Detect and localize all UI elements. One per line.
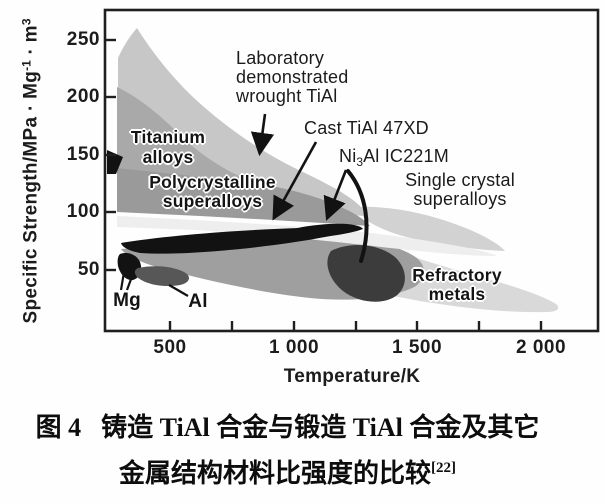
label-wrought-line3: wrought TiAl bbox=[236, 86, 338, 106]
region-single-crystal-superalloys bbox=[360, 206, 505, 251]
label-poly-line2: superalloys bbox=[162, 191, 263, 211]
label-single-line1: Single crystal bbox=[405, 170, 515, 190]
y-title-main-2: · m bbox=[20, 25, 42, 61]
label-mg: Mg bbox=[113, 290, 141, 311]
single-crystal-boundary-arc bbox=[346, 169, 369, 263]
label-ni3al-ic221m: Ni3Al IC221M bbox=[339, 147, 449, 172]
ni3al-label-arrow bbox=[323, 169, 348, 221]
label-wrought-line2: demonstrated bbox=[236, 67, 349, 87]
x-tick-1000: 1 000 bbox=[268, 337, 320, 358]
x-tick-1500: 1 500 bbox=[391, 337, 443, 358]
label-wrought-tial: Laboratory demonstrated wrought TiAl bbox=[236, 49, 348, 106]
label-titanium-line2: alloys bbox=[142, 147, 194, 167]
region-polycrystalline-superalloys bbox=[117, 168, 370, 226]
al-leader-line bbox=[168, 284, 189, 297]
label-al: Al bbox=[188, 291, 208, 312]
plot-frame bbox=[103, 8, 600, 333]
label-cast-tial-47xd: Cast TiAl 47XD bbox=[304, 118, 429, 138]
caption-line1-text: 铸造 TiAl 合金与锻造 TiAl 合金及其它 bbox=[101, 413, 540, 442]
caption-line2-text: 金属结构材料比强度的比较 bbox=[118, 459, 431, 488]
region-titanium-alloys bbox=[117, 87, 265, 196]
cast-label-arrow bbox=[272, 141, 318, 221]
label-ni3al-sub: 3 bbox=[356, 155, 364, 169]
label-titanium-alloys: Titanium alloys bbox=[118, 127, 218, 167]
label-ni3al-pre: Ni bbox=[339, 146, 357, 166]
y-tick-150: 150 bbox=[66, 144, 100, 165]
y-title-main: Specific Strength/MPa · Mg bbox=[20, 70, 42, 324]
y-tick-100: 100 bbox=[66, 201, 100, 222]
label-single-crystal: Single crystal superalloys bbox=[385, 171, 535, 209]
y-axis-ticks bbox=[106, 38, 116, 272]
y-axis-title: Specific Strength/MPa · Mg-1 · m3 bbox=[20, 18, 43, 323]
figure-caption: 图 4 铸造 TiAl 合金与锻造 TiAl 合金及其它 金属结构材料比强度的比较… bbox=[0, 409, 575, 493]
label-wrought-line1: Laboratory bbox=[236, 48, 325, 68]
x-tick-2000: 2 000 bbox=[515, 337, 567, 358]
label-titanium-line1: Titanium bbox=[130, 127, 206, 147]
y-title-sup-1: -1 bbox=[19, 60, 34, 71]
label-refractory-line1: Refractory bbox=[412, 265, 502, 285]
mg-leader-line-2 bbox=[125, 270, 136, 291]
wrought-label-arrow bbox=[250, 113, 275, 157]
caption-line-1: 图 4 铸造 TiAl 合金与锻造 TiAl 合金及其它 bbox=[0, 409, 575, 447]
y-title-sup-2: 3 bbox=[19, 18, 34, 26]
label-ni3al-post: Al IC221M bbox=[363, 146, 449, 166]
caption-line-2: 金属结构材料比强度的比较[22] bbox=[0, 449, 575, 493]
y-tick-50: 50 bbox=[77, 259, 100, 280]
region-dark-blob bbox=[327, 245, 405, 302]
region-ni3al-ic221m bbox=[282, 223, 363, 238]
caption-reference-superscript: [22] bbox=[431, 460, 456, 476]
region-al bbox=[134, 266, 189, 287]
caption-figure-number: 图 4 bbox=[35, 413, 82, 442]
label-single-line2: superalloys bbox=[413, 189, 507, 209]
x-axis-ticks bbox=[168, 321, 543, 330]
label-refractory-line2: metals bbox=[428, 284, 486, 304]
y-tick-200: 200 bbox=[66, 86, 100, 107]
label-poly-line1: Polycrystalline bbox=[149, 172, 276, 192]
y-tick-250: 250 bbox=[66, 29, 100, 50]
plot-canvas bbox=[103, 8, 600, 333]
mg-leader-line bbox=[119, 259, 128, 291]
x-tick-500: 500 bbox=[153, 337, 187, 358]
label-refractory-metals: Refractory metals bbox=[398, 266, 516, 304]
x-axis-title: Temperature/K bbox=[283, 366, 421, 387]
label-polycrystalline: Polycrystalline superalloys bbox=[125, 173, 300, 211]
